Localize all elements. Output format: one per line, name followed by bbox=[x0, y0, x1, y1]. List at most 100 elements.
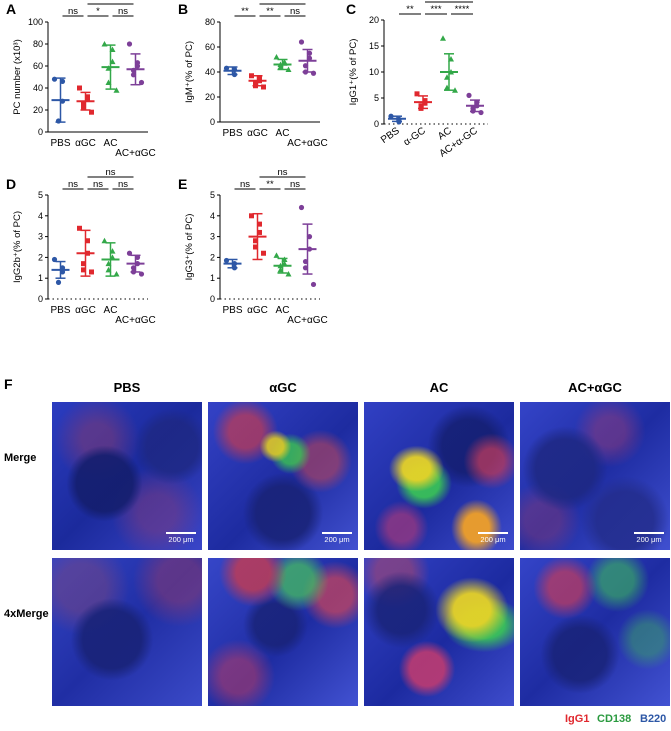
y-tick-label: 0 bbox=[210, 117, 215, 127]
x-category-label: AC bbox=[276, 305, 290, 316]
data-point bbox=[470, 108, 476, 114]
y-tick-label: 40 bbox=[205, 67, 215, 77]
data-point bbox=[298, 39, 305, 45]
data-point bbox=[285, 66, 292, 72]
micrograph-4xmerge-ac bbox=[364, 558, 514, 706]
y-tick-label: 80 bbox=[205, 17, 215, 27]
series-group bbox=[51, 76, 70, 124]
data-point bbox=[105, 65, 112, 71]
data-point bbox=[261, 84, 266, 90]
x-category-label: PBS bbox=[379, 125, 402, 146]
data-point bbox=[85, 250, 90, 256]
series-group bbox=[223, 65, 242, 78]
panel-f: F PBS αGC AC AC+αGC Merge 4xMerge 200 μm… bbox=[0, 372, 671, 731]
data-point bbox=[466, 92, 472, 98]
legend-cd138: CD138 bbox=[597, 713, 632, 725]
data-point bbox=[277, 262, 284, 269]
data-point bbox=[474, 99, 480, 105]
data-point bbox=[59, 265, 66, 271]
y-tick-label: 0 bbox=[210, 294, 215, 304]
data-point bbox=[109, 46, 116, 52]
data-point bbox=[257, 229, 262, 235]
series-group bbox=[273, 54, 292, 72]
significance-label: ns bbox=[290, 179, 300, 190]
data-point bbox=[302, 258, 309, 265]
significance-label: ns bbox=[68, 6, 78, 17]
data-point bbox=[302, 63, 309, 69]
scalebar: 200 μm bbox=[322, 532, 352, 544]
panel-c: C 0 5 10 15 20 IgG1⁺(% of PC) PBS α-GC AC AC+α-GC *… bbox=[340, 0, 510, 180]
y-tick-label: 20 bbox=[369, 15, 379, 25]
data-point bbox=[298, 204, 305, 211]
y-axis-label: IgG1⁺(% of PC) bbox=[348, 39, 359, 106]
x-category-label: AC bbox=[104, 138, 118, 149]
micrograph-4xmerge-pbs bbox=[52, 558, 202, 706]
data-point bbox=[130, 265, 137, 271]
micrograph-merge-pbs: 200 μm bbox=[52, 402, 202, 550]
data-point bbox=[249, 73, 254, 79]
significance-label: ns bbox=[93, 179, 103, 190]
data-point bbox=[448, 56, 454, 62]
data-point bbox=[101, 41, 108, 47]
micrograph-merge-ac-agc: 200 μm bbox=[520, 402, 670, 550]
data-point bbox=[418, 105, 424, 111]
y-tick-label: 20 bbox=[33, 105, 43, 115]
data-point bbox=[306, 234, 313, 240]
series-group bbox=[248, 212, 267, 261]
legend-igg1: IgG1 bbox=[565, 713, 590, 725]
significance-label: ns bbox=[290, 6, 300, 17]
data-point bbox=[249, 213, 254, 219]
data-point bbox=[306, 246, 313, 252]
data-point bbox=[396, 119, 402, 125]
data-point bbox=[448, 69, 454, 75]
series-group bbox=[298, 204, 317, 288]
micrograph-merge-agc: 200 μm bbox=[208, 402, 358, 550]
significance-label: * bbox=[96, 6, 100, 17]
data-point bbox=[81, 261, 86, 267]
x-category-label: AC bbox=[104, 305, 118, 316]
significance-label: **** bbox=[455, 4, 470, 15]
data-point bbox=[257, 221, 262, 227]
significance-label: ns bbox=[277, 167, 287, 178]
data-point bbox=[59, 78, 66, 84]
significance-label: ** bbox=[107, 0, 115, 5]
data-point bbox=[81, 105, 86, 111]
y-tick-label: 60 bbox=[205, 42, 215, 52]
data-point bbox=[440, 35, 446, 41]
data-point bbox=[105, 79, 112, 85]
data-point bbox=[231, 66, 238, 73]
y-tick-label: 4 bbox=[210, 211, 215, 221]
micrograph-4xmerge-agc bbox=[208, 558, 358, 706]
column-header-pbs: PBS bbox=[113, 380, 141, 395]
data-point bbox=[223, 65, 230, 71]
panel-f-letter: F bbox=[4, 376, 13, 392]
significance-label: ns bbox=[444, 0, 454, 3]
data-point bbox=[452, 87, 458, 93]
data-point bbox=[231, 261, 238, 267]
data-point bbox=[126, 41, 133, 47]
y-tick-label: 0 bbox=[38, 294, 43, 304]
y-tick-label: 20 bbox=[205, 92, 215, 102]
series-group bbox=[51, 256, 70, 285]
y-axis-label: PC number (x10³) bbox=[12, 39, 23, 115]
series-group bbox=[440, 35, 458, 93]
series-group bbox=[248, 73, 267, 90]
data-point bbox=[277, 64, 284, 70]
x-category-label: α-GC bbox=[402, 125, 428, 148]
significance-label: ** bbox=[266, 6, 274, 17]
data-point bbox=[281, 60, 288, 66]
y-tick-label: 100 bbox=[28, 17, 43, 27]
y-tick-label: 2 bbox=[210, 252, 215, 262]
data-point bbox=[77, 225, 82, 231]
column-header-agc: αGC bbox=[269, 380, 297, 395]
data-point bbox=[113, 271, 120, 277]
panel-letter-a: A bbox=[6, 1, 16, 17]
data-point bbox=[89, 269, 94, 275]
data-point bbox=[231, 265, 238, 271]
data-point bbox=[273, 54, 280, 60]
data-point bbox=[302, 69, 309, 75]
x-category-label: αGC bbox=[75, 138, 96, 149]
x-category-label: PBS bbox=[222, 128, 242, 139]
panel-d: D 0 1 2 3 4 5 IgG2b⁺(% of PC) PBS αGC AC AC+αGC ns ns… bbox=[0, 167, 165, 350]
series-group bbox=[101, 237, 120, 277]
